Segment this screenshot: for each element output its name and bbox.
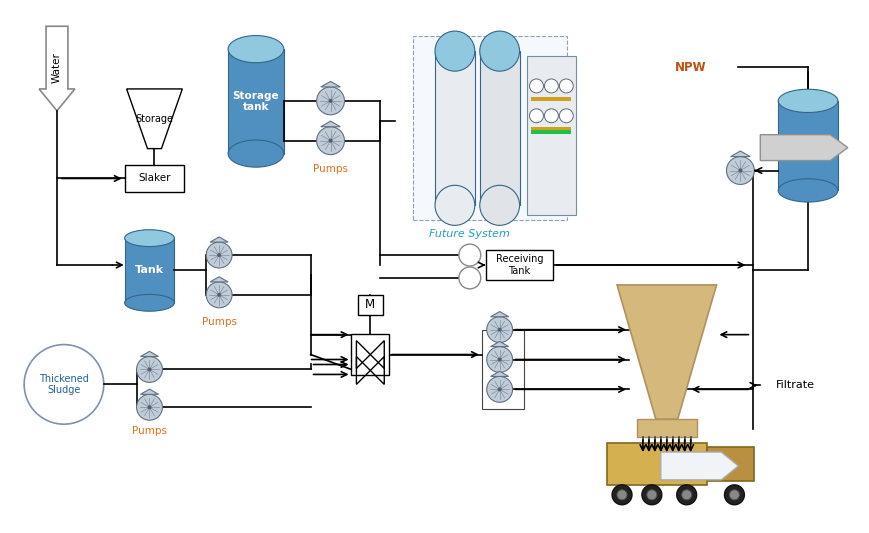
Polygon shape: [209, 277, 228, 282]
Text: Pumps: Pumps: [132, 426, 167, 436]
FancyArrow shape: [39, 26, 75, 111]
Polygon shape: [321, 121, 340, 127]
Circle shape: [544, 79, 558, 93]
Text: Tank: Tank: [135, 265, 164, 276]
Bar: [531, 127, 571, 131]
Ellipse shape: [434, 185, 474, 225]
Circle shape: [148, 367, 151, 372]
Circle shape: [486, 376, 512, 402]
Bar: [357, 295, 382, 315]
Polygon shape: [490, 342, 508, 346]
Polygon shape: [490, 312, 508, 317]
Circle shape: [24, 345, 103, 424]
Circle shape: [676, 485, 696, 505]
Bar: [434, 51, 474, 205]
Polygon shape: [127, 89, 182, 149]
Circle shape: [728, 490, 739, 500]
Polygon shape: [730, 151, 749, 157]
Polygon shape: [660, 452, 738, 480]
Text: Future System: Future System: [429, 229, 510, 239]
Circle shape: [136, 357, 163, 382]
Text: Slaker: Slaker: [138, 173, 170, 183]
Circle shape: [316, 87, 344, 115]
Bar: [526, 56, 575, 215]
Bar: [351, 334, 388, 375]
Text: Filtrate: Filtrate: [775, 381, 814, 390]
Circle shape: [738, 168, 741, 173]
Text: Storage: Storage: [136, 114, 173, 124]
Circle shape: [724, 485, 744, 505]
Circle shape: [206, 242, 232, 268]
Text: Water: Water: [52, 53, 62, 84]
Circle shape: [529, 79, 543, 93]
Ellipse shape: [479, 31, 519, 71]
Ellipse shape: [124, 294, 174, 311]
Circle shape: [559, 79, 573, 93]
Polygon shape: [140, 389, 158, 394]
Circle shape: [647, 490, 656, 500]
Ellipse shape: [228, 36, 283, 63]
Text: M: M: [365, 298, 375, 311]
Bar: [481, 330, 523, 409]
Bar: [706, 447, 753, 481]
Ellipse shape: [228, 140, 283, 167]
Circle shape: [681, 490, 691, 500]
Bar: [777, 101, 837, 190]
Text: Pumps: Pumps: [313, 164, 348, 174]
Circle shape: [529, 109, 543, 123]
Circle shape: [497, 358, 501, 361]
Text: Pumps: Pumps: [202, 317, 236, 327]
Ellipse shape: [124, 230, 174, 247]
Circle shape: [206, 282, 232, 308]
Bar: [479, 51, 519, 205]
Text: NPW: NPW: [673, 61, 706, 74]
Circle shape: [486, 317, 512, 343]
Circle shape: [497, 387, 501, 391]
Circle shape: [616, 490, 627, 500]
Bar: [124, 238, 174, 303]
Ellipse shape: [479, 185, 519, 225]
Circle shape: [486, 346, 512, 373]
Circle shape: [316, 127, 344, 155]
Bar: [531, 130, 571, 134]
Circle shape: [641, 485, 661, 505]
Bar: [636, 419, 696, 437]
Ellipse shape: [777, 179, 837, 202]
Circle shape: [497, 328, 501, 332]
Polygon shape: [760, 135, 847, 160]
Bar: [485, 250, 553, 280]
Bar: [607, 443, 706, 485]
Circle shape: [458, 267, 481, 289]
Circle shape: [136, 394, 163, 420]
Text: Receiving
Tank: Receiving Tank: [495, 254, 542, 276]
Circle shape: [612, 485, 631, 505]
Circle shape: [328, 99, 332, 103]
Circle shape: [148, 405, 151, 409]
Polygon shape: [490, 372, 508, 376]
Ellipse shape: [434, 31, 474, 71]
Circle shape: [328, 139, 332, 143]
Polygon shape: [209, 237, 228, 242]
Circle shape: [217, 253, 221, 257]
Circle shape: [217, 293, 221, 297]
Polygon shape: [321, 82, 340, 87]
Ellipse shape: [777, 89, 837, 112]
Circle shape: [726, 157, 753, 184]
Bar: [531, 97, 571, 101]
Text: Storage
tank: Storage tank: [232, 91, 279, 112]
Text: Thickened
Sludge: Thickened Sludge: [39, 374, 89, 395]
Polygon shape: [616, 285, 716, 419]
Circle shape: [458, 244, 481, 266]
Circle shape: [544, 109, 558, 123]
Bar: [412, 36, 567, 220]
Bar: [228, 49, 283, 154]
Circle shape: [559, 109, 573, 123]
Polygon shape: [140, 351, 158, 357]
Bar: [124, 165, 184, 192]
